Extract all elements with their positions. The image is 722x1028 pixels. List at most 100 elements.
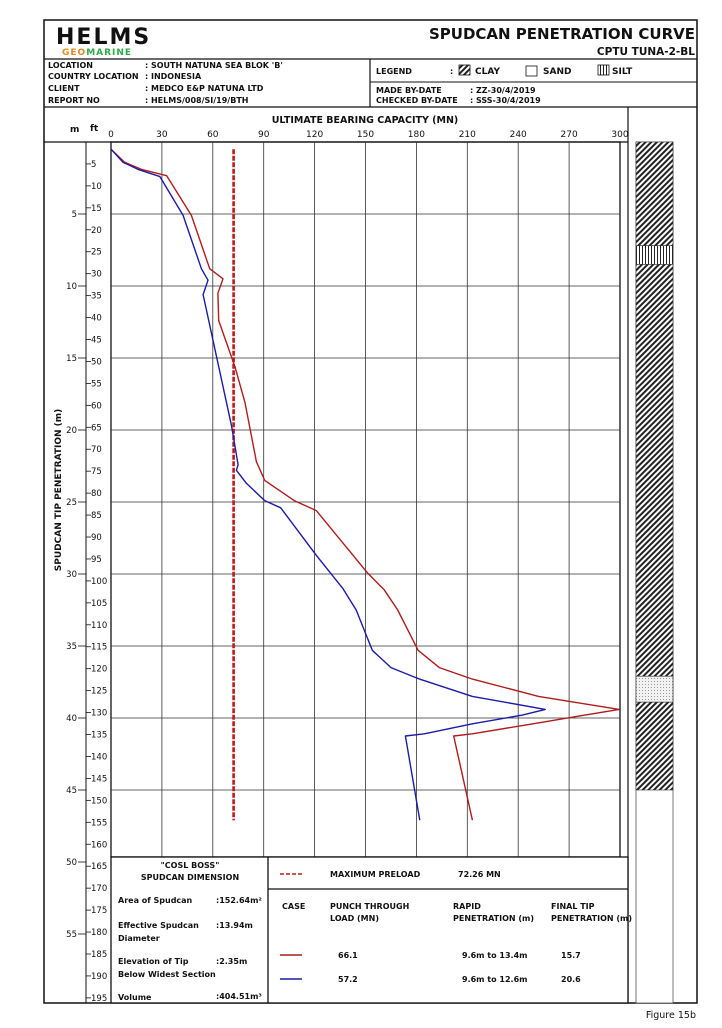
sheet-border — [43, 19, 698, 1004]
dim-label: Diameter — [118, 934, 160, 943]
ft-tick-label: 130 — [91, 709, 107, 719]
dim-label: Volume — [118, 993, 152, 1002]
dimension-heading: SPUDCAN DIMENSION — [141, 873, 239, 882]
soil-column — [635, 141, 674, 1004]
header-case: CASE — [282, 902, 305, 911]
legend-clay: CLAY — [475, 67, 500, 77]
ft-tick-label: 80 — [91, 489, 102, 499]
preload-value: 72.26 MN — [458, 870, 501, 879]
x-tick-label: 90 — [258, 130, 270, 140]
x-tick-label: 30 — [156, 130, 168, 140]
page-subtitle: CPTU TUNA-2-BL — [597, 46, 695, 58]
info-label: LOCATION — [48, 61, 93, 70]
y-axis-label: SPUDCAN TIP PENETRATION (m) — [54, 409, 64, 571]
case-1-punch: 66.1 — [338, 951, 358, 960]
m-tick-label: 40 — [66, 714, 77, 724]
header-punch: LOAD (MN) — [330, 914, 379, 923]
x-tick-label: 60 — [207, 130, 219, 140]
bottom-panel: "COSL BOSS" SPUDCAN DIMENSION Area of Sp… — [110, 856, 632, 1004]
ft-tick-label: 155 — [91, 818, 107, 828]
info-label: CLIENT — [48, 84, 80, 93]
ft-tick-label: 60 — [91, 401, 102, 411]
x-tick-label: 120 — [306, 130, 323, 140]
ft-tick-label: 25 — [91, 248, 102, 258]
case-1-rapid: 9.6m to 13.4m — [462, 951, 527, 960]
x-tick-label: 300 — [611, 130, 628, 140]
ft-tick-label: 65 — [91, 423, 102, 433]
y-unit-ft: ft — [90, 124, 99, 134]
ft-tick-label: 85 — [91, 511, 102, 521]
soil-layer-silt — [635, 245, 674, 265]
x-tick-label: 270 — [561, 130, 578, 140]
dim-label: Below Widest Section — [118, 970, 216, 979]
ft-tick-label: 115 — [91, 643, 107, 653]
header-rapid: PENETRATION (m) — [453, 914, 534, 923]
m-tick-label: 5 — [72, 210, 77, 220]
ft-tick-label: 5 — [91, 160, 96, 170]
ft-tick-label: 145 — [91, 774, 107, 784]
checked-by-value: : SSS-30/4/2019 — [470, 96, 541, 105]
m-tick-label: 55 — [66, 930, 77, 940]
header-final: PENETRATION (m) — [551, 914, 632, 923]
dim-value: :152.64m² — [216, 896, 262, 905]
info-value: : MEDCO E&P NATUNA LTD — [145, 84, 264, 93]
helms-logo: HELMS GEOMARINE — [56, 25, 151, 58]
figure-caption: Figure 15b — [646, 1010, 696, 1021]
dim-label: Elevation of Tip — [118, 957, 189, 966]
x-tick-label: 0 — [108, 130, 114, 140]
ft-tick-label: 120 — [91, 665, 107, 675]
ft-tick-label: 75 — [91, 467, 102, 477]
m-tick-label: 30 — [66, 570, 77, 580]
info-table: LOCATION : SOUTH NATUNA SEA BLOK 'B' COU… — [48, 61, 283, 105]
x-tick-label: 150 — [357, 130, 374, 140]
soil-layer-clay — [635, 264, 674, 677]
ft-tick-label: 195 — [91, 994, 107, 1004]
ft-tick-label: 50 — [91, 357, 102, 367]
clay-swatch — [458, 64, 471, 76]
header-punch: PUNCH THROUGH — [330, 902, 409, 911]
svg-text:HELMS: HELMS — [56, 25, 151, 50]
ft-tick-label: 45 — [91, 336, 102, 346]
svg-text:GEOMARINE: GEOMARINE — [62, 48, 132, 58]
ft-tick-label: 185 — [91, 950, 107, 960]
ft-tick-label: 175 — [91, 906, 107, 916]
ft-tick-label: 110 — [91, 621, 107, 631]
ft-tick-label: 10 — [91, 182, 102, 192]
m-tick-label: 50 — [66, 858, 77, 868]
dim-value: :404.51m³ — [216, 992, 262, 1001]
chart-axes: 0 30 60 90 120 150 180 210 240 270 300 5 10 15 20 25 30 3… — [66, 130, 629, 1004]
ft-tick-label: 135 — [91, 731, 107, 741]
info-label: COUNTRY LOCATION — [48, 72, 139, 81]
soil-layer-clay — [635, 701, 674, 791]
m-tick-label: 10 — [66, 282, 77, 292]
legend-sand: SAND — [543, 67, 571, 77]
made-by-value: : ZZ-30/4/2019 — [470, 86, 536, 95]
legend-colon: : — [450, 67, 453, 76]
soil-layer-clay — [635, 141, 674, 246]
bearing-capacity-curve-case-1 — [110, 148, 620, 821]
ft-tick-label: 100 — [91, 577, 107, 587]
m-tick-label: 20 — [66, 426, 77, 436]
legend-silt: SILT — [612, 67, 633, 77]
x-tick-label: 240 — [510, 130, 527, 140]
ft-tick-label: 30 — [91, 270, 102, 280]
case-2-final: 20.6 — [561, 975, 581, 984]
ft-tick-label: 90 — [91, 533, 102, 543]
ft-tick-label: 35 — [91, 292, 102, 302]
info-value: : INDONESIA — [145, 72, 202, 81]
info-value: : SOUTH NATUNA SEA BLOK 'B' — [145, 61, 283, 70]
chart-series — [110, 148, 620, 821]
chart-title: ULTIMATE BEARING CAPACITY (MN) — [272, 115, 459, 126]
ft-tick-label: 125 — [91, 687, 107, 697]
info-label: REPORT NO — [48, 96, 100, 105]
m-tick-label: 35 — [66, 642, 77, 652]
bearing-capacity-curve-case-2 — [110, 148, 546, 821]
dim-value: :13.94m — [216, 921, 253, 930]
ft-tick-label: 105 — [91, 599, 107, 609]
dim-label: Area of Spudcan — [118, 896, 193, 905]
ft-tick-label: 150 — [91, 796, 107, 806]
ft-tick-label: 95 — [91, 555, 102, 565]
dim-label: Effective Spudcan — [118, 921, 199, 930]
case-2-punch: 57.2 — [338, 975, 358, 984]
